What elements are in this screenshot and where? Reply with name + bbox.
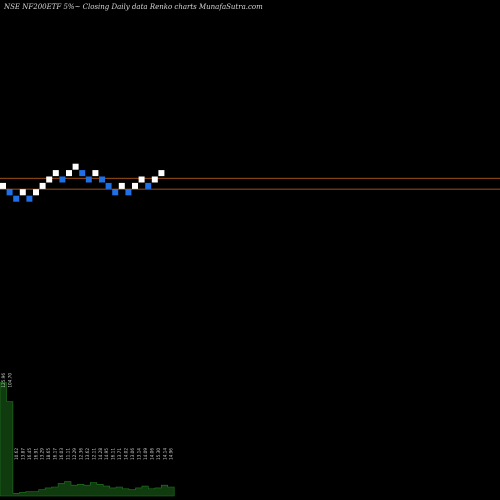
renko-brick-15 xyxy=(99,176,105,183)
volume-area xyxy=(0,382,175,497)
volume-label-18: 13.71 xyxy=(117,448,122,460)
volume-label-25: 14.14 xyxy=(162,448,167,460)
renko-brick-3 xyxy=(19,189,26,196)
renko-brick-0 xyxy=(0,182,6,189)
volume-label-6: 13.29 xyxy=(40,448,45,460)
renko-brick-22 xyxy=(145,182,152,189)
volume-label-4: 16.45 xyxy=(27,448,32,460)
renko-brick-14 xyxy=(92,170,99,177)
volume-label-1: 104.70 xyxy=(7,373,12,388)
renko-brick-10 xyxy=(66,170,72,177)
renko-brick-7 xyxy=(46,176,53,183)
volume-label-10: 11.11 xyxy=(66,448,71,460)
volume-label-3: 13.87 xyxy=(20,448,25,460)
renko-brick-12 xyxy=(79,170,86,177)
volume-label-15: 14.28 xyxy=(98,448,103,460)
volume-label-26: 14.96 xyxy=(169,448,174,460)
volume-label-13: 13.62 xyxy=(85,448,90,460)
renko-brick-4 xyxy=(26,195,33,202)
volume-label-22: 14.09 xyxy=(143,448,148,460)
renko-brick-2 xyxy=(13,195,20,202)
renko-brick-24 xyxy=(158,170,165,177)
renko-brick-20 xyxy=(132,182,138,189)
volume-label-8: 16.17 xyxy=(53,448,58,460)
volume-label-5: 16.91 xyxy=(33,448,38,460)
renko-brick-8 xyxy=(52,170,59,177)
volume-label-11: 12.29 xyxy=(72,448,77,460)
volume-label-7: 18.65 xyxy=(46,448,51,460)
renko-brick-11 xyxy=(72,163,79,170)
volume-label-23: 14.06 xyxy=(149,448,154,460)
renko-brick-19 xyxy=(125,189,132,196)
volume-label-16: 14.95 xyxy=(104,448,109,460)
volume-label-2: 10.62 xyxy=(14,448,19,460)
renko-brick-23 xyxy=(151,176,158,183)
chart-title: NSE NF200ETF 5%~ Closing Daily data Renk… xyxy=(4,3,263,11)
volume-label-20: 13.06 xyxy=(130,448,135,460)
volume-label-0: 125.96 xyxy=(1,373,6,388)
volume-label-17: 16.11 xyxy=(111,448,116,460)
renko-brick-5 xyxy=(33,189,39,196)
volume-label-14: 12.11 xyxy=(91,448,96,460)
volume-label-9: 16.03 xyxy=(59,448,64,460)
volume-label-12: 12.36 xyxy=(78,448,83,460)
renko-brick-9 xyxy=(59,176,66,183)
renko-brick-6 xyxy=(39,182,46,189)
volume-label-19: 14.02 xyxy=(124,448,129,460)
renko-brick-13 xyxy=(85,176,92,183)
volume-label-24: 15.30 xyxy=(156,448,161,460)
renko-brick-21 xyxy=(138,176,145,183)
renko-brick-17 xyxy=(112,189,119,196)
renko-brick-16 xyxy=(105,182,112,189)
renko-brick-1 xyxy=(6,189,13,196)
renko-brick-18 xyxy=(118,182,125,189)
volume-label-21: 13.14 xyxy=(136,448,141,460)
